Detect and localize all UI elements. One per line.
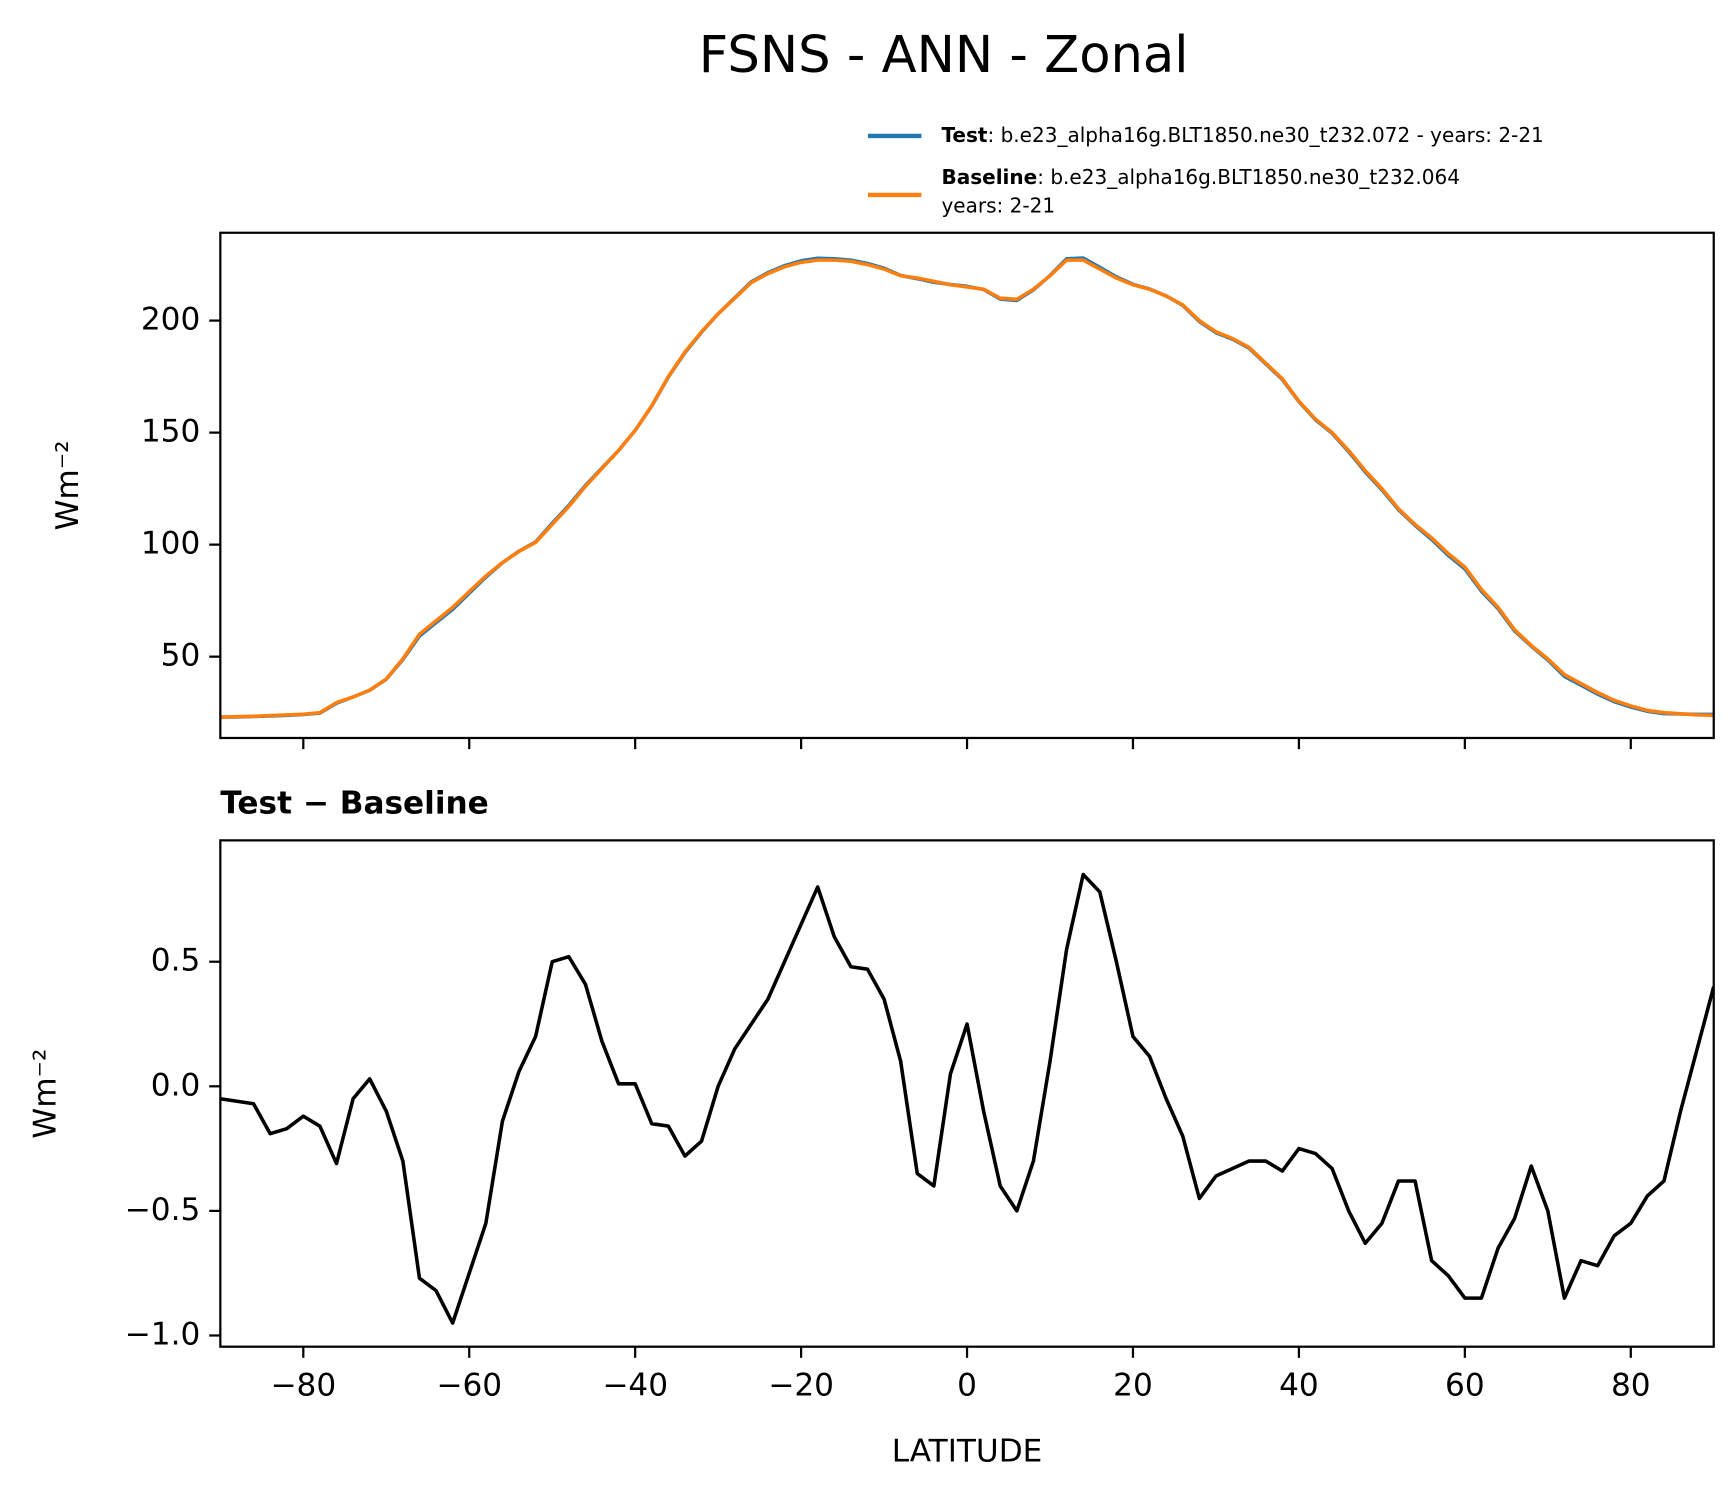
y-tick-label: 0.0 [151, 1067, 201, 1103]
data-line [220, 872, 1714, 1325]
legend-name: Baseline [941, 165, 1037, 189]
x-tick-label: 0 [957, 1368, 977, 1404]
axes-frame [219, 231, 1715, 740]
axes-frame [219, 839, 1715, 1348]
y-axis-label: Wm⁻² [50, 440, 86, 530]
x-tick-label: −60 [436, 1368, 502, 1404]
x-axis-label: LATITUDE [892, 1433, 1043, 1469]
y-tick-label: 50 [161, 638, 201, 674]
x-tick-label: 80 [1611, 1368, 1651, 1404]
y-tick-label: 100 [141, 526, 200, 562]
x-tick-label: −80 [270, 1368, 336, 1404]
data-line [220, 258, 1714, 719]
data-line [220, 256, 1714, 719]
legend-case: : b.e23_alpha16g.BLT1850.ne30_t232.072 -… [988, 122, 1544, 146]
x-tick-label: 40 [1279, 1368, 1319, 1404]
x-tick-label: −20 [768, 1368, 834, 1404]
y-tick-label: 150 [141, 414, 200, 450]
y-tick-label: −1.0 [125, 1316, 201, 1352]
y-tick-label: 0.5 [151, 943, 201, 979]
x-tick-label: 20 [1113, 1368, 1153, 1404]
legend-name: Test [941, 122, 987, 146]
x-tick-label: −40 [602, 1368, 668, 1404]
panel-title: Test − Baseline [220, 786, 488, 822]
legend-case-line: years: 2-21 [941, 194, 1055, 218]
y-axis-label: Wm⁻² [28, 1049, 64, 1139]
legend-label: Baseline: b.e23_alpha16g.BLT1850.ne30_t2… [941, 165, 1460, 189]
legend-case: : b.e23_alpha16g.BLT1850.ne30_t232.064 [1037, 165, 1460, 189]
x-tick-label: 60 [1445, 1368, 1485, 1404]
y-tick-label: 200 [141, 302, 200, 338]
figure-title: FSNS - ANN - Zonal [699, 25, 1189, 85]
y-tick-label: −0.5 [125, 1192, 201, 1228]
legend-label: Test: b.e23_alpha16g.BLT1850.ne30_t232.0… [941, 122, 1543, 146]
